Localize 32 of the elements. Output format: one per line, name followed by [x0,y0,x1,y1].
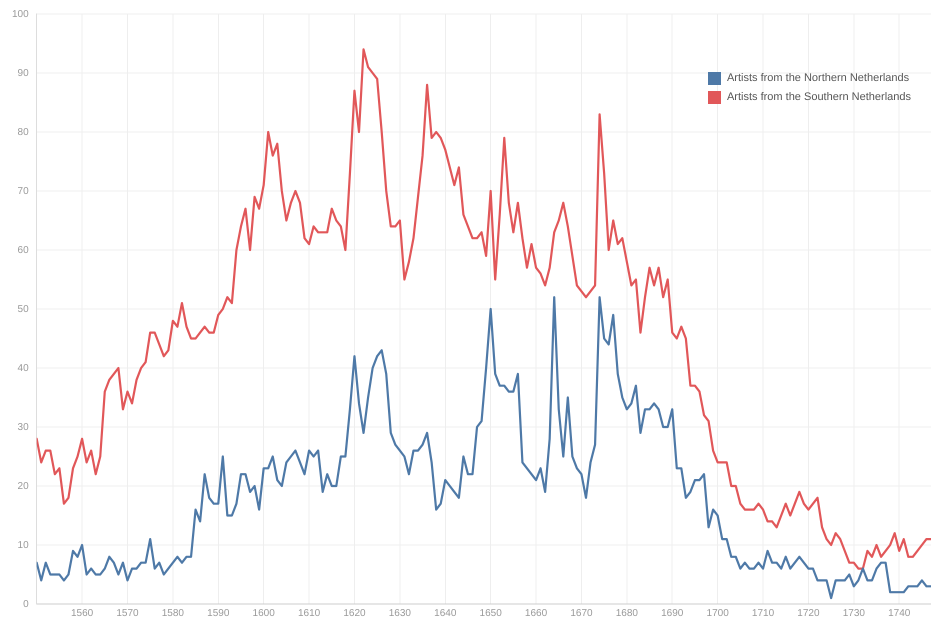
y-tick-label: 100 [12,8,30,20]
x-tick-label: 1660 [524,608,548,619]
x-tick-label: 1630 [388,608,412,619]
x-tick-label: 1690 [661,608,684,619]
x-tick-label: 1700 [706,608,730,619]
legend-label: Artists from the Northern Netherlands [726,71,910,86]
x-tick-label: 1570 [116,608,140,619]
x-tick-label: 1710 [752,608,775,619]
y-tick-label: 20 [18,480,30,492]
x-tick-label: 1560 [70,608,94,619]
y-tick-label: 30 [18,422,30,433]
x-tick-label: 1620 [343,608,366,619]
x-tick-label: 1600 [252,608,276,619]
legend-label: Artists from the Southern Netherlands [726,90,911,105]
x-tick-label: 1740 [888,608,911,619]
y-tick-label: 50 [18,304,30,315]
y-tick-label: 90 [18,68,30,79]
x-tick-label: 1730 [842,608,866,619]
x-tick-label: 1580 [162,608,184,619]
x-tick-label: 1680 [616,608,638,619]
x-tick-label: 1640 [434,608,457,619]
y-tick-label: 10 [18,540,30,551]
x-tick-label: 1670 [570,608,594,619]
y-tick-label: 60 [18,244,30,256]
y-tick-label: 80 [18,126,30,138]
y-tick-label: 40 [18,362,30,374]
y-tick-label: 0 [23,598,30,610]
x-tick-label: 1610 [298,608,321,619]
x-tick-label: 1590 [207,608,230,619]
y-tick-label: 70 [18,186,30,197]
x-tick-label: 1720 [797,608,820,619]
x-tick-label: 1650 [480,608,502,619]
